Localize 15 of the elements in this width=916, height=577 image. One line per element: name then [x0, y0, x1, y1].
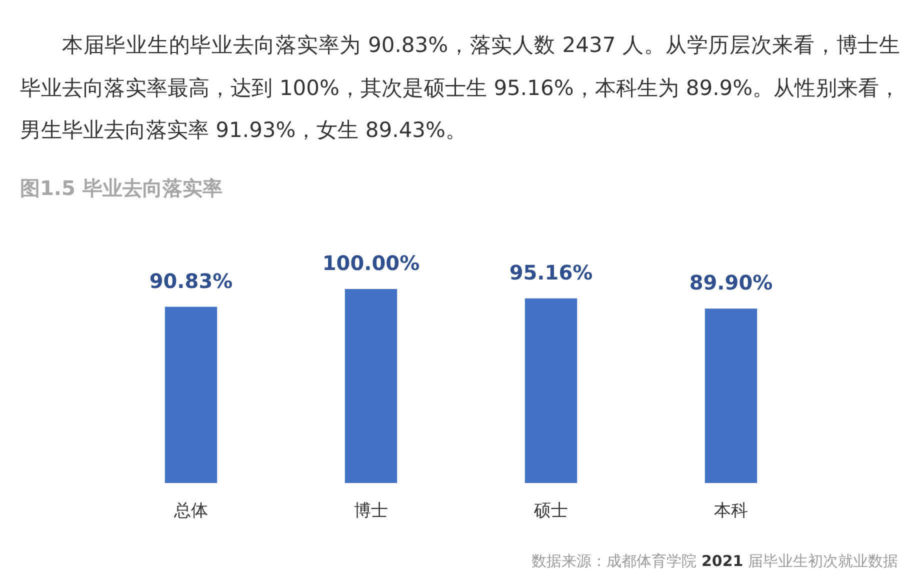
data-label: 95.16% [509, 260, 593, 284]
bar [164, 306, 218, 483]
bar [344, 289, 398, 483]
data-label: 100.00% [322, 251, 420, 275]
bar [524, 298, 578, 483]
x-tick-label: 总体 [173, 501, 208, 521]
x-tick-label: 硕士 [533, 501, 568, 521]
source-note: 数据来源：成都体育学院 2021 届毕业生初次就业数据 [532, 552, 898, 570]
x-tick-label: 本科 [714, 501, 748, 521]
chart-title: 图1.5 毕业去向落实率 [20, 176, 222, 200]
x-tick-label: 博士 [354, 501, 388, 521]
data-label: 89.90% [689, 270, 773, 295]
bar [704, 308, 758, 483]
text: 本届毕业生的毕业去向落实率为 90.83%，落实人数 2437 人。从学历层次来看，博士生毕业去向落实率最高，达到 100%，其次是硕士生 95.16%，本科生为 89.9%。从性别来看，男生毕业去向落实率 91.93%，女生 89.43%。 [20, 32, 900, 144]
data-label: 90.83% [149, 268, 233, 293]
